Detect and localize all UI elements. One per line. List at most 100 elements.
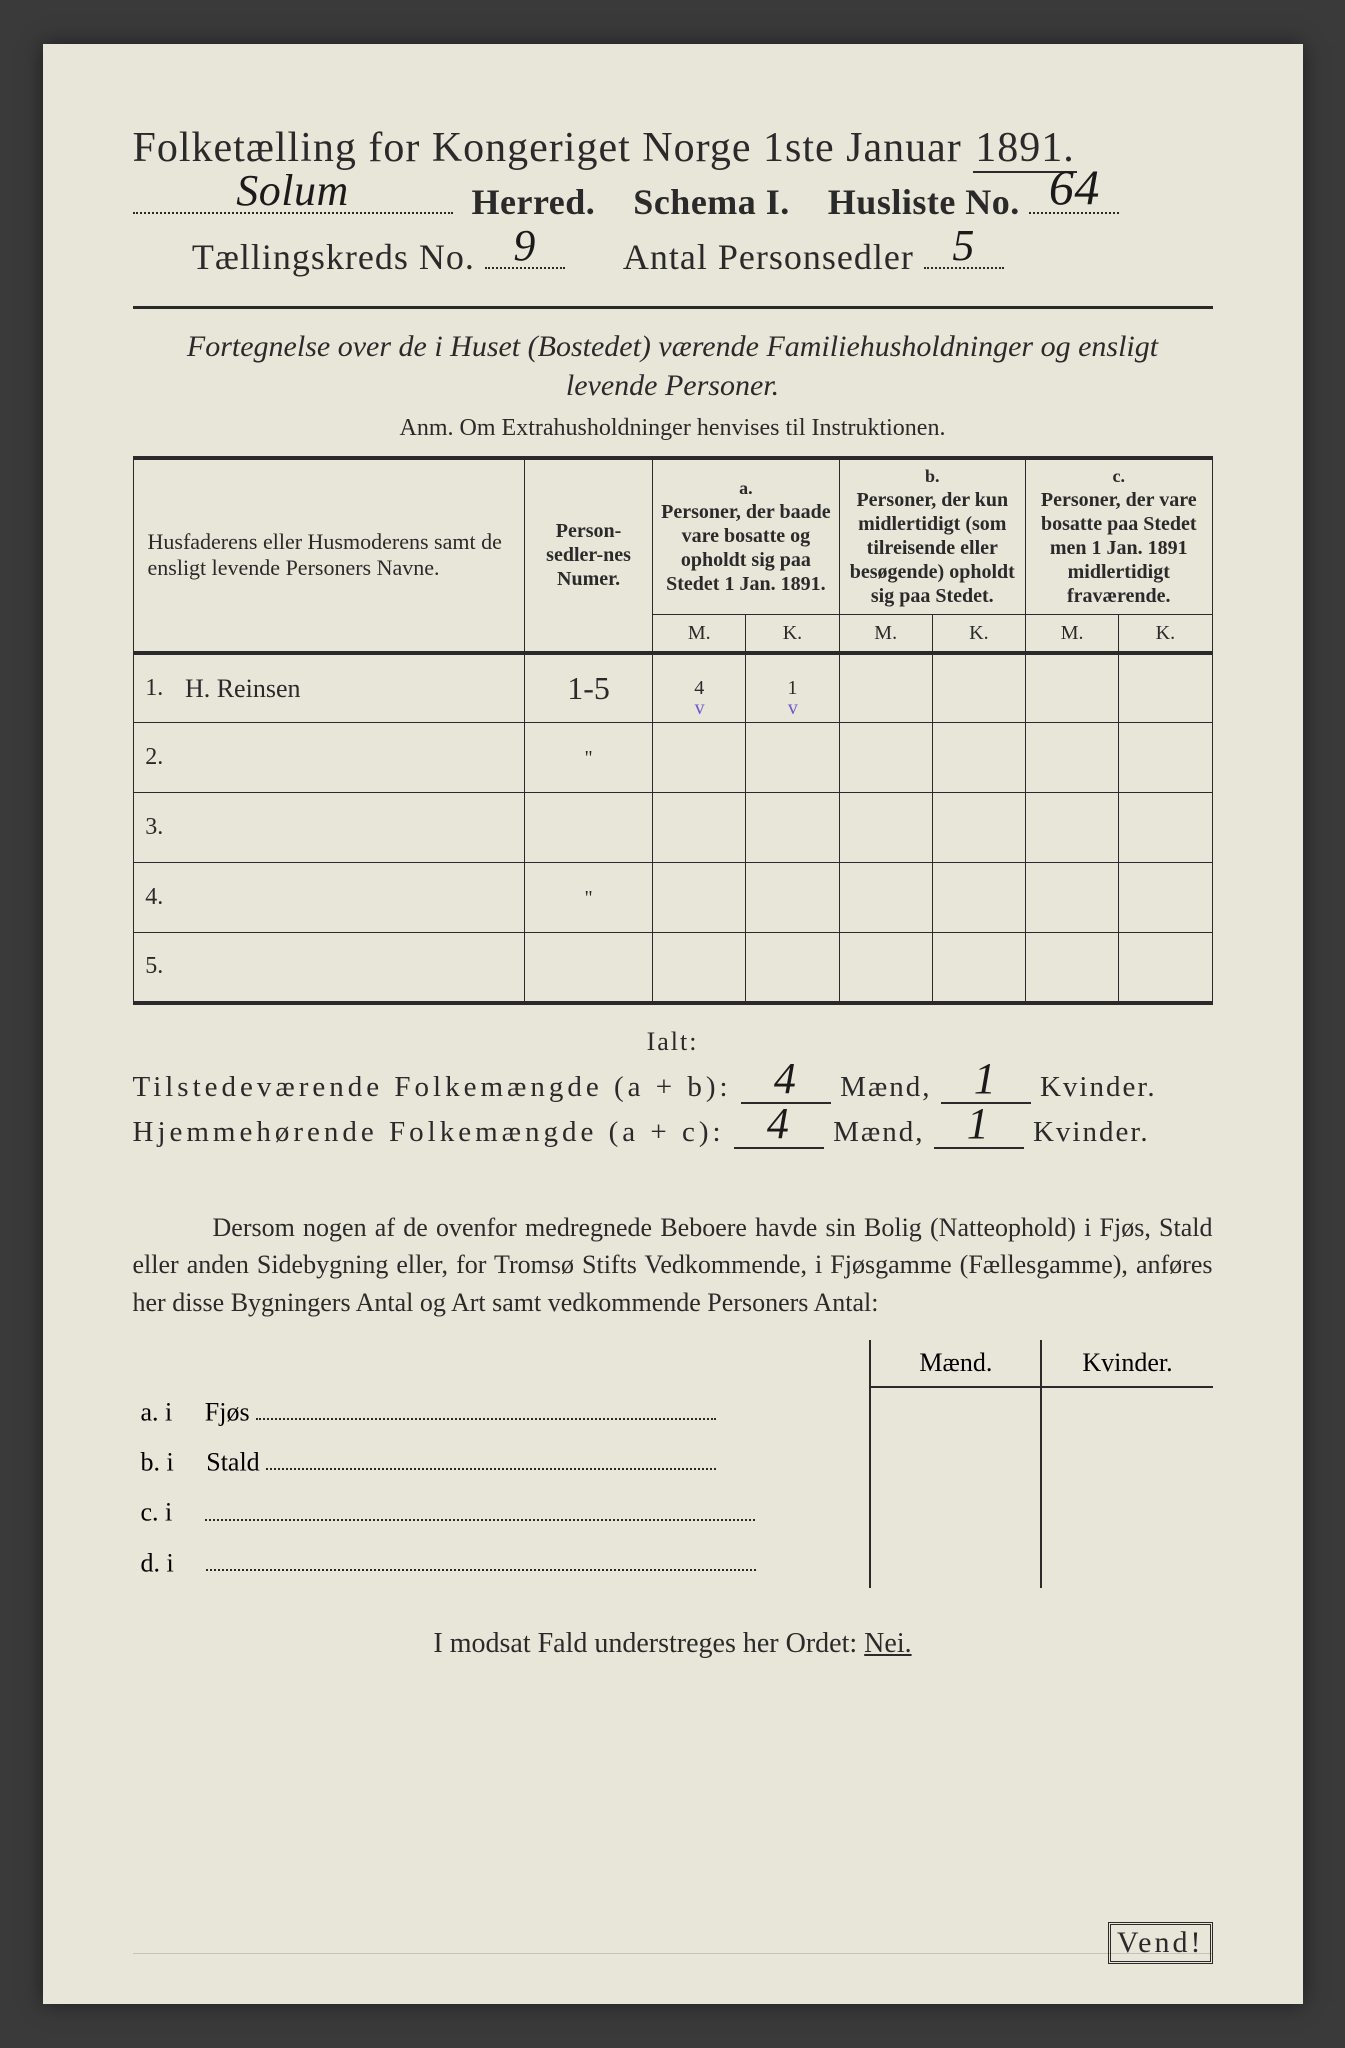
table-row: 4. " (133, 863, 1212, 933)
totals-line-2: Hjemmehørende Folkemængde (a + c): 4 Mæn… (133, 1116, 1213, 1149)
col-b-text: Personer, der kun midlertidigt (som tilr… (844, 488, 1021, 608)
schema-label: Schema I. (633, 182, 790, 222)
table-row: 1. H. Reinsen 1-5 4 v 1 v (133, 653, 1212, 723)
totals-block: Ialt: Tilstedeværende Folkemængde (a + b… (133, 1027, 1213, 1149)
mk-row-label: a. i Fjøs (133, 1387, 871, 1437)
mk-k (1041, 1387, 1212, 1437)
footer-line: I modsat Fald understreges her Ordet: Ne… (133, 1628, 1213, 1660)
kreds-value: 9 (485, 220, 565, 271)
mk-k (1041, 1538, 1212, 1588)
header-row-2: Solum Herred. Schema I. Husliste No. 64 (133, 178, 1213, 223)
col-c-letter: c. (1030, 466, 1208, 488)
mk-kvinder: Kvinder. (1041, 1340, 1212, 1387)
row-num: 5. (133, 933, 175, 1003)
mk-name: Fjøs (205, 1397, 250, 1426)
totals-line2-label: Hjemmehørende Folkemængde (a + c): (133, 1116, 725, 1148)
totals-line1-k: 1 (941, 1053, 1031, 1104)
col-c-k: K. (1119, 614, 1212, 653)
row-name (175, 723, 525, 793)
mk-row: c. i (133, 1487, 1213, 1537)
row-a-k: 1 v (746, 653, 839, 723)
row-a-m (653, 793, 746, 863)
row-c-m (1026, 933, 1119, 1003)
para-text: Dersom nogen af de ovenfor medregnede Be… (133, 1213, 1213, 1317)
vend-text: Vend! (1108, 1922, 1213, 1964)
totals-line2-m: 4 (734, 1098, 824, 1149)
mk-maend: Mænd. (870, 1340, 1041, 1387)
mk-row-label: c. i (133, 1487, 871, 1537)
row-a-k (746, 793, 839, 863)
mk-m (870, 1538, 1041, 1588)
row-b-m (839, 793, 932, 863)
mk-m (870, 1437, 1041, 1487)
row-name: H. Reinsen (175, 653, 525, 723)
kvinder-label: Kvinder. (1040, 1071, 1157, 1103)
row-b-k (932, 723, 1025, 793)
husliste-label: Husliste No. (828, 182, 1020, 222)
husliste-value: 64 (1029, 158, 1119, 216)
mk-k (1041, 1437, 1212, 1487)
table-row: 2. " (133, 723, 1212, 793)
mk-row: a. i Fjøs (133, 1387, 1213, 1437)
col-header-numer: Person-sedler-nes Numer. (525, 458, 653, 653)
anm-note: Anm. Om Extrahusholdninger henvises til … (133, 415, 1213, 442)
totals-line-1: Tilstedeværende Folkemængde (a + b): 4 M… (133, 1071, 1213, 1104)
subtitle: Fortegnelse over de i Huset (Bostedet) v… (133, 327, 1213, 405)
row-c-k (1119, 723, 1212, 793)
row-b-k (932, 933, 1025, 1003)
mk-row: d. i (133, 1538, 1213, 1588)
col-header-b: b. Personer, der kun midlertidigt (som t… (839, 458, 1025, 614)
ialt-label: Ialt: (133, 1027, 1213, 1057)
mk-k (1041, 1487, 1212, 1537)
row-name (175, 793, 525, 863)
row-a-m (653, 723, 746, 793)
row-a-k (746, 933, 839, 1003)
kreds-label: Tællingskreds No. (192, 237, 475, 277)
col-c-m: M. (1026, 614, 1119, 653)
row-a-m (653, 863, 746, 933)
header-row-3: Tællingskreds No. 9 Antal Personsedler 5 (133, 233, 1213, 278)
herred-label: Herred. (472, 182, 596, 222)
dwelling-paragraph: Dersom nogen af de ovenfor medregnede Be… (133, 1209, 1213, 1322)
mk-lab: d. i (141, 1548, 174, 1577)
antal-label: Antal Personsedler (623, 237, 914, 277)
row-c-m (1026, 863, 1119, 933)
col-header-names: Husfaderens eller Husmoderens samt de en… (133, 458, 525, 653)
row-c-m (1026, 653, 1119, 723)
row-a-m (653, 933, 746, 1003)
row-num: 4. (133, 863, 175, 933)
row-name (175, 933, 525, 1003)
row-b-m (839, 933, 932, 1003)
mk-m (870, 1487, 1041, 1537)
blank-header (133, 1340, 871, 1387)
footer-nei: Nei. (864, 1628, 911, 1659)
subtitle-line2: levende Personer. (566, 369, 779, 402)
footer-prefix: I modsat Fald understreges her Ordet: (433, 1628, 857, 1659)
maend-label: Mænd, (840, 1071, 931, 1103)
census-table: Husfaderens eller Husmoderens samt de en… (133, 456, 1213, 1005)
row-b-k (932, 653, 1025, 723)
row-num: 2. (133, 723, 175, 793)
row-c-k (1119, 793, 1212, 863)
row-a-k (746, 863, 839, 933)
census-form-page: Folketælling for Kongeriget Norge 1ste J… (43, 44, 1303, 2004)
check-mark: v (788, 696, 798, 720)
row-c-m (1026, 723, 1119, 793)
col-header-a: a. Personer, der baade vare bosatte og o… (653, 458, 839, 614)
row-c-k (1119, 863, 1212, 933)
table-row: 5. (133, 933, 1212, 1003)
row-a-k (746, 723, 839, 793)
row-a-m: 4 v (653, 653, 746, 723)
dwelling-table: Mænd. Kvinder. a. i Fjøs b. i Stald (133, 1340, 1213, 1589)
row-b-m (839, 653, 932, 723)
subtitle-line1: Fortegnelse over de i Huset (Bostedet) v… (187, 330, 1158, 363)
vend-label: Vend! (1108, 1922, 1213, 1964)
check-mark: v (695, 696, 705, 720)
totals-line1-m: 4 (741, 1053, 831, 1104)
antal-value: 5 (924, 220, 1004, 271)
row-numer: " (525, 723, 653, 793)
row-num: 1. (133, 653, 175, 723)
totals-line2-k: 1 (934, 1098, 1024, 1149)
col-b-m: M. (839, 614, 932, 653)
mk-lab: a. i (141, 1397, 173, 1426)
